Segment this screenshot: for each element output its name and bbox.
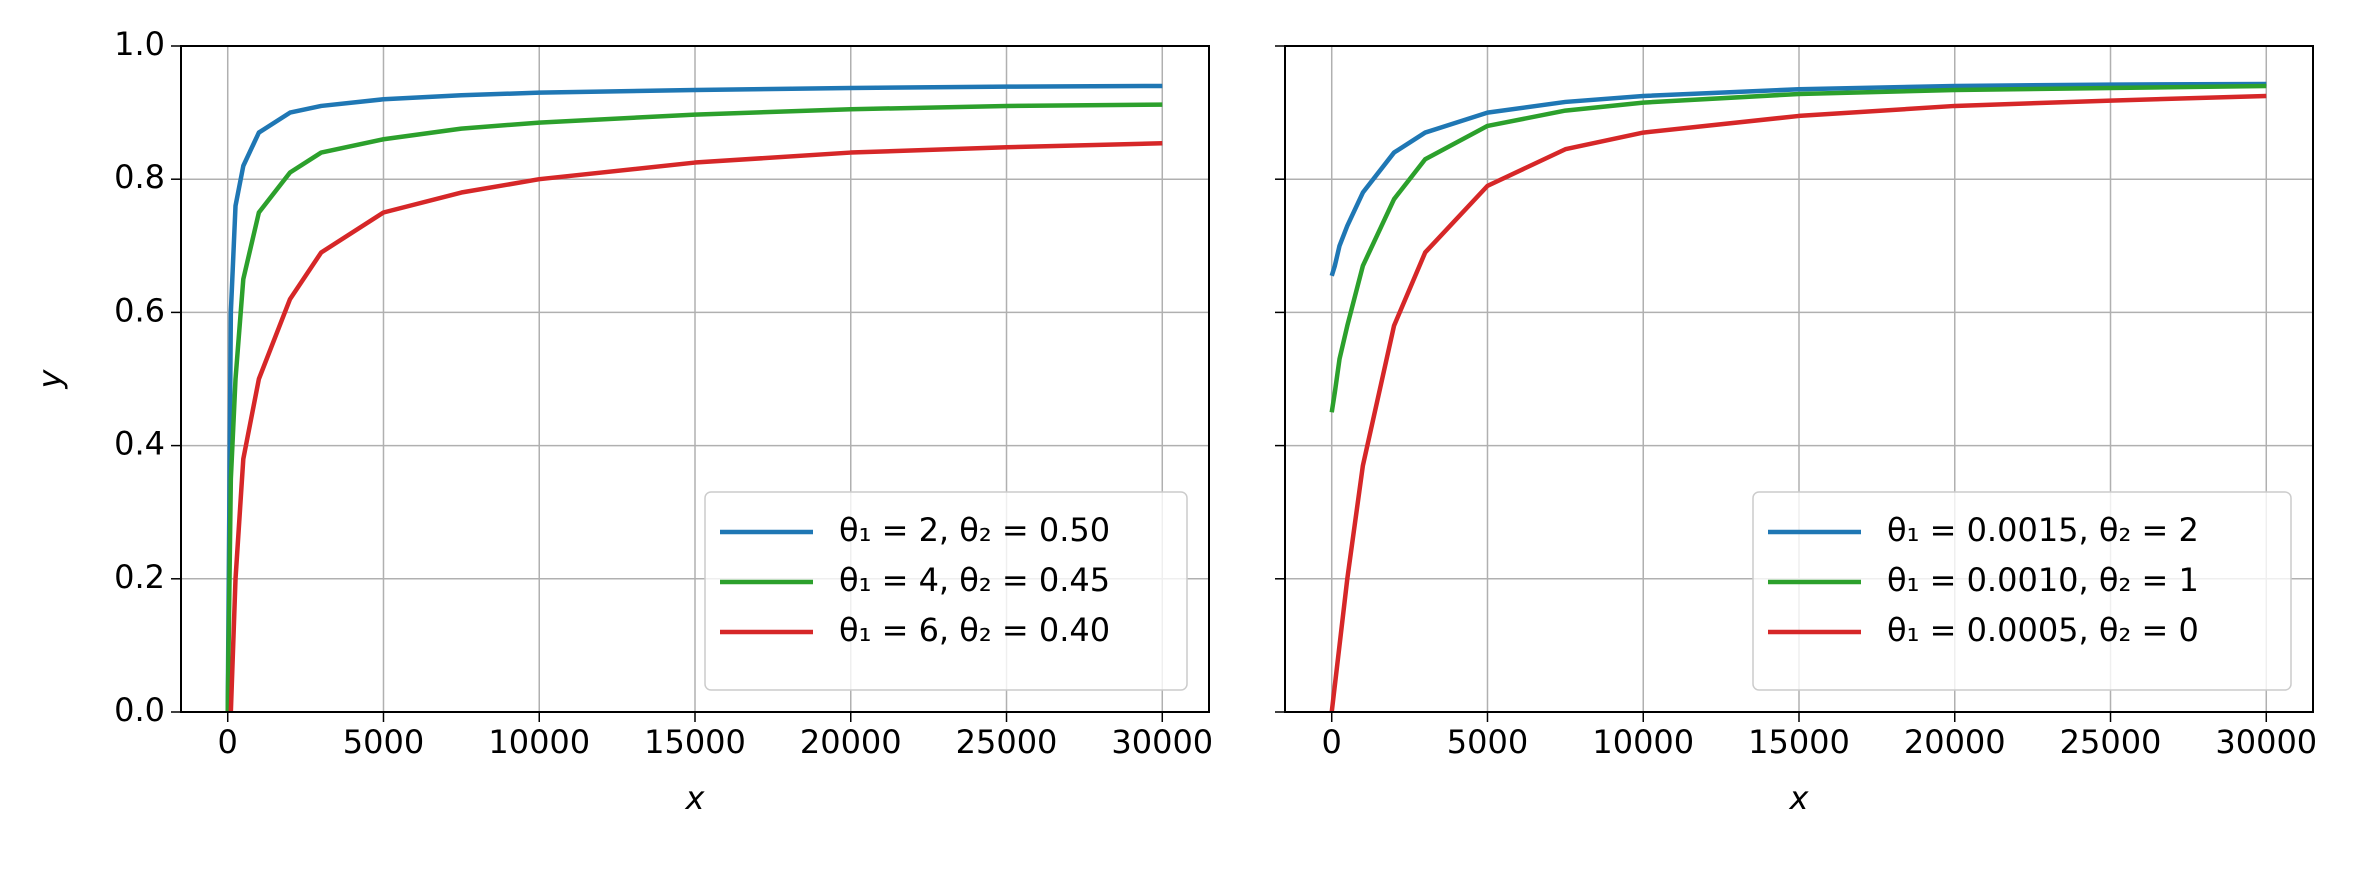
legend-label: θ₁ = 6, θ₂ = 0.40 [839, 611, 1110, 649]
data-line [228, 140, 1163, 713]
y-tick-label: 1.0 [114, 25, 165, 63]
x-tick-label: 25000 [956, 723, 1058, 761]
x-tick-label: 20000 [800, 723, 902, 761]
x-tick-label: 25000 [2060, 723, 2162, 761]
y-tick-label: 0.0 [114, 691, 165, 729]
legend-label: θ₁ = 2, θ₂ = 0.50 [839, 511, 1110, 549]
legend-label: θ₁ = 0.0015, θ₂ = 2 [1887, 511, 2199, 549]
x-tick-label: 10000 [488, 723, 590, 761]
x-tick-label: 20000 [1904, 723, 2006, 761]
x-tick-label: 5000 [343, 723, 424, 761]
x-axis-label: x [685, 779, 706, 817]
data-line [225, 102, 1163, 713]
x-tick-label: 15000 [1748, 723, 1850, 761]
data-line [225, 83, 1163, 713]
legend-box [704, 491, 1188, 691]
data-line [1329, 83, 2267, 413]
x-tick-label: 30000 [1111, 723, 1213, 761]
x-tick-label: 5000 [1447, 723, 1528, 761]
legend-box [1752, 491, 2292, 691]
data-line [1329, 93, 2267, 713]
x-tick-label: 0 [218, 723, 238, 761]
x-tick-label: 10000 [1592, 723, 1694, 761]
axes-frame [1284, 45, 2314, 713]
y-axis-label: y [31, 368, 69, 389]
legend-label: θ₁ = 0.0010, θ₂ = 1 [1887, 561, 2199, 599]
data-line [1329, 81, 2267, 277]
y-tick-label: 0.8 [114, 158, 165, 196]
legend-label: θ₁ = 0.0005, θ₂ = 0 [1887, 611, 2199, 649]
x-tick-label: 15000 [644, 723, 746, 761]
y-tick-label: 0.2 [114, 558, 165, 596]
legend-label: θ₁ = 4, θ₂ = 0.45 [839, 561, 1110, 599]
x-axis-label: x [1789, 779, 1810, 817]
x-tick-label: 0 [1322, 723, 1342, 761]
y-tick-label: 0.6 [114, 291, 165, 329]
axes-frame [180, 45, 1210, 713]
y-tick-label: 0.4 [114, 425, 165, 463]
x-tick-label: 30000 [2215, 723, 2317, 761]
